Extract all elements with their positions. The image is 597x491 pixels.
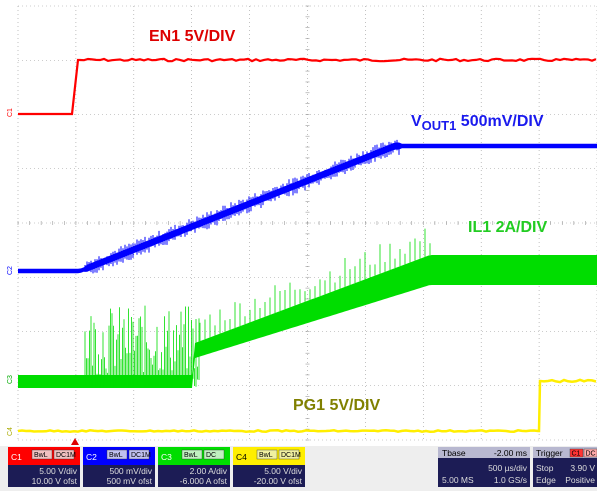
channel-name: C4 (236, 452, 247, 462)
timebase-delay: -2.00 ms (494, 448, 527, 458)
vout1-label-main: V (411, 113, 422, 130)
il1-label: IL1 2A/DIV (468, 219, 547, 236)
trigger-descriptor[interactable]: Trigger C1 DC Stop 3.90 V Edge Positive (533, 447, 597, 487)
channel-offset: -6.000 A ofst (180, 476, 228, 486)
channel-chip: DC1M (56, 452, 76, 459)
channel-offset: 10.00 V ofst (32, 476, 78, 486)
ch4-level-marker[interactable]: C4 (7, 427, 14, 436)
channel-name: C2 (86, 452, 97, 462)
channel-chip: BwL (184, 452, 198, 459)
vout1-label: VOUT1 500mV/DIV (411, 113, 544, 133)
channel-name: C1 (11, 452, 22, 462)
ch4-trace (17, 378, 597, 433)
timebase-title: Tbase (442, 448, 466, 458)
channel-chip: DC (206, 452, 216, 459)
channel-chip: DC1M (281, 452, 301, 459)
channel-chip: BwL (34, 452, 48, 459)
channel-scale: 2.00 A/div (190, 466, 228, 476)
channel-offset: -20.00 V ofst (254, 476, 303, 486)
channel-chip: BwL (259, 452, 273, 459)
channel-scale: 5.00 V/div (39, 466, 78, 476)
ch3-trace-band (18, 255, 597, 388)
channel-offset: 500 mV ofst (107, 476, 153, 486)
en1-label: EN1 5V/DIV (149, 28, 236, 45)
channel-box-3[interactable]: C3 BwL DC 2.00 A/div-6.000 A ofst (158, 447, 230, 487)
vout1-label-subscript: OUT1 (422, 118, 457, 133)
ch3-level-marker[interactable]: C3 (7, 375, 14, 384)
channel-chip: BwL (109, 452, 123, 459)
ch1-level-marker[interactable]: C1 (7, 108, 14, 117)
ch3-trace-ripple (84, 228, 431, 388)
timebase-per-div: 500 µs/div (488, 463, 528, 473)
trigger-chip: C1 (572, 451, 581, 458)
channel-scale: 500 mV/div (109, 466, 152, 476)
ch1-trace (18, 57, 597, 116)
trigger-mode: Stop (536, 463, 554, 473)
trigger-position-marker[interactable] (71, 438, 79, 445)
trigger-slope: Positive (565, 475, 595, 485)
channel-scale: 5.00 V/div (264, 466, 303, 476)
trigger-title: Trigger (536, 448, 563, 458)
pg1-label: PG1 5V/DIV (293, 397, 380, 414)
trigger-chip: DC (586, 451, 596, 458)
channel-name: C3 (161, 452, 172, 462)
trigger-level: 3.90 V (570, 463, 595, 473)
timebase-samples: 5.00 MS (442, 475, 474, 485)
vout1-label-scale: 500mV/DIV (456, 113, 543, 130)
timebase-rate: 1.0 GS/s (494, 475, 527, 485)
trigger-type: Edge (536, 475, 556, 485)
channel-chip: DC1M (131, 452, 151, 459)
ch2-trace (84, 139, 400, 274)
ch2-level-marker[interactable]: C2 (7, 266, 14, 275)
timebase-descriptor[interactable]: Tbase -2.00 ms 500 µs/div 5.00 MS 1.0 GS/s (438, 447, 530, 487)
channel-box-4[interactable]: C4 BwL DC1M 5.00 V/div-20.00 V ofst (233, 447, 305, 487)
